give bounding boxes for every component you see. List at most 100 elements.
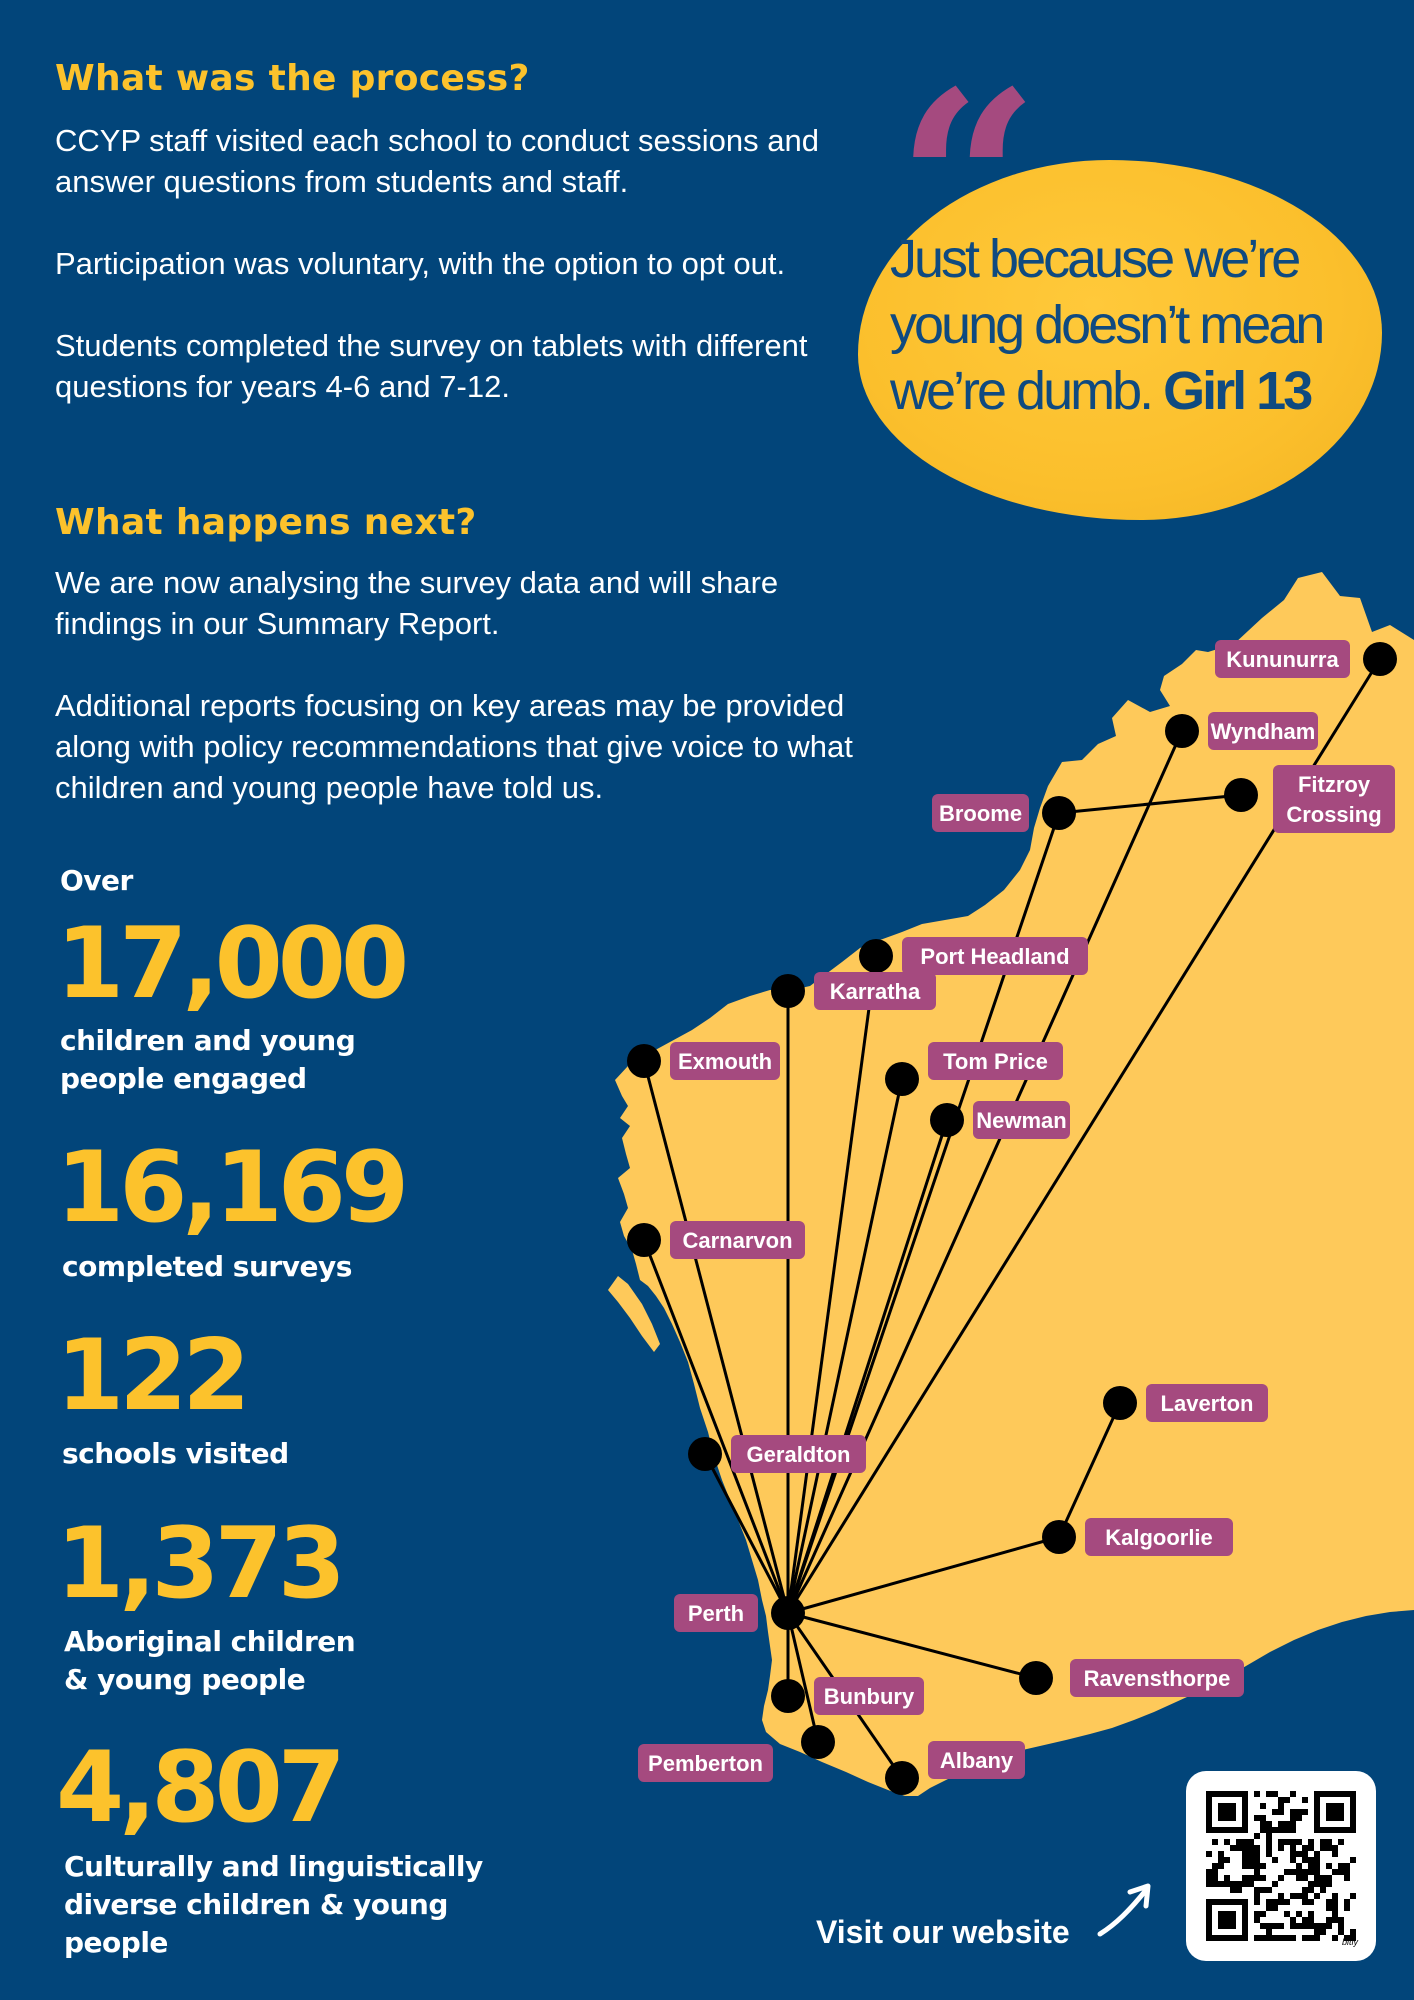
qr-module [1350, 1935, 1356, 1941]
qr-module [1248, 1845, 1254, 1851]
qr-module [1326, 1917, 1332, 1923]
qr-module [1332, 1893, 1338, 1899]
qr-module [1206, 1851, 1212, 1857]
town-name: Port Headland [920, 944, 1069, 969]
town-label: Pemberton [638, 1744, 773, 1782]
qr-module [1254, 1869, 1260, 1875]
town-dot [771, 1596, 805, 1630]
town-name: Exmouth [678, 1049, 772, 1074]
qr-module [1266, 1833, 1272, 1839]
qr-module [1212, 1869, 1218, 1875]
qr-module [1254, 1917, 1260, 1923]
next-paragraph: We are now analysing the survey data and… [55, 565, 779, 641]
town-label: Carnarvon [670, 1221, 805, 1259]
town-name: Kalgoorlie [1105, 1525, 1213, 1550]
qr-module [1302, 1797, 1308, 1803]
town-dot [801, 1725, 835, 1759]
qr-module [1212, 1863, 1218, 1869]
next-heading: What happens next? [55, 502, 477, 543]
route-line [786, 955, 878, 1614]
qr-module [1350, 1893, 1356, 1899]
qr-module [1206, 1881, 1212, 1887]
qr-module [1254, 1875, 1260, 1881]
town-dot [1224, 778, 1258, 812]
qr-module [1260, 1863, 1266, 1869]
town-label: Newman [973, 1101, 1070, 1139]
town-label: Exmouth [670, 1042, 780, 1080]
stat-value: 16,169 [56, 1131, 409, 1245]
qr-module [1326, 1905, 1332, 1911]
qr-module [1332, 1869, 1338, 1875]
qr-module [1332, 1899, 1338, 1905]
qr-module [1254, 1863, 1260, 1869]
qr-module [1278, 1827, 1284, 1833]
qr-module [1260, 1815, 1266, 1821]
qr-code-card[interactable]: bitly [1186, 1771, 1376, 1961]
qr-module [1326, 1839, 1332, 1845]
qr-module [1284, 1899, 1290, 1905]
qr-finder [1218, 1803, 1236, 1821]
qr-module [1344, 1875, 1350, 1881]
qr-module [1284, 1821, 1290, 1827]
qr-module [1278, 1935, 1284, 1941]
arrow-up-right-icon [1097, 1883, 1151, 1937]
qr-module [1248, 1881, 1254, 1887]
qr-module [1236, 1839, 1242, 1845]
qr-module [1248, 1857, 1254, 1863]
qr-module [1344, 1863, 1350, 1869]
qr-module [1236, 1845, 1242, 1851]
qr-module [1284, 1797, 1290, 1803]
stat-label: Culturally and linguistically diverse ch… [64, 1848, 483, 1962]
qr-module [1290, 1791, 1296, 1797]
stat-value: 17,000 [56, 907, 409, 1021]
town-label: Kalgoorlie [1085, 1518, 1233, 1556]
qr-module [1278, 1839, 1284, 1845]
route-line [1058, 793, 1242, 815]
town-name: Ravensthorpe [1084, 1666, 1231, 1691]
qr-module [1266, 1905, 1272, 1911]
qr-module [1302, 1809, 1308, 1815]
town-name: Karratha [830, 979, 921, 1004]
route-line [1057, 1402, 1122, 1538]
qr-module [1248, 1851, 1254, 1857]
qr-module [1302, 1935, 1308, 1941]
qr-module [1308, 1881, 1314, 1887]
qr-module [1326, 1923, 1332, 1929]
qr-module [1284, 1935, 1290, 1941]
stat-label-line: Aboriginal children [64, 1625, 356, 1658]
town-label-bg [674, 1594, 758, 1632]
qr-module [1320, 1881, 1326, 1887]
qr-module [1278, 1845, 1284, 1851]
qr-module [1224, 1839, 1230, 1845]
route-line [787, 1535, 1060, 1615]
qr-module [1320, 1839, 1326, 1845]
stat-label-line: children and young [60, 1024, 356, 1057]
qr-module [1212, 1881, 1218, 1887]
qr-module [1314, 1869, 1320, 1875]
qr-module [1260, 1803, 1266, 1809]
qr-finder [1326, 1803, 1344, 1821]
qr-module [1242, 1857, 1248, 1863]
qr-module [1218, 1881, 1224, 1887]
qr-module [1254, 1899, 1260, 1905]
qr-module [1260, 1911, 1266, 1917]
town-label: Fitzroy Crossing [1273, 765, 1395, 833]
qr-module [1230, 1887, 1236, 1893]
stats-prefix: Over [60, 864, 133, 897]
qr-module [1290, 1893, 1296, 1899]
stat-label-line: people [64, 1926, 168, 1959]
qr-module [1314, 1851, 1320, 1857]
qr-module [1314, 1893, 1320, 1899]
qr-module [1248, 1875, 1254, 1881]
qr-code-icon[interactable] [1186, 1771, 1376, 1961]
stat-label: Aboriginal children & young people [64, 1623, 356, 1699]
qr-module [1272, 1809, 1278, 1815]
town-name: Albany [940, 1748, 1014, 1773]
qr-module [1308, 1899, 1314, 1905]
visit-website-link[interactable]: Visit our website [816, 1914, 1070, 1950]
shark-bay-peninsula [608, 1276, 660, 1352]
qr-module [1218, 1863, 1224, 1869]
qr-module [1320, 1887, 1326, 1893]
qr-module [1272, 1935, 1278, 1941]
